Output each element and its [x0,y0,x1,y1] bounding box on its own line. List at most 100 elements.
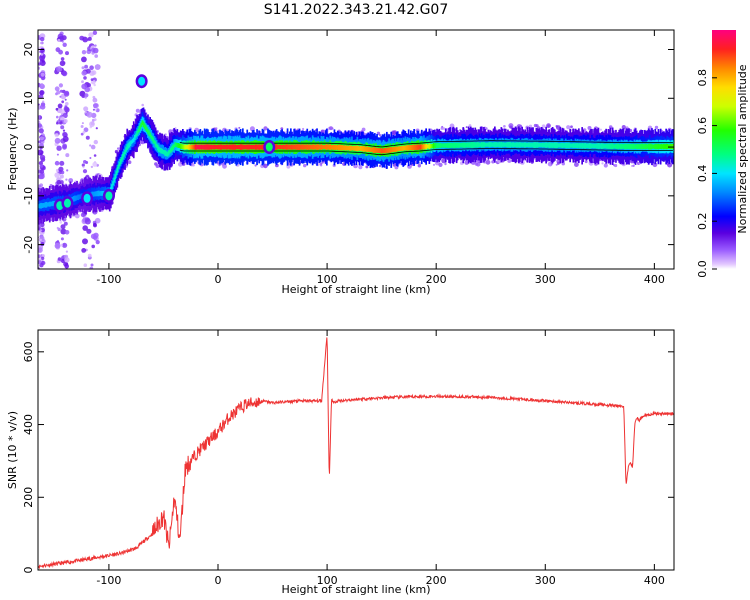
ridge-cell [402,145,405,151]
ridge-cell [206,144,208,150]
noise-speck [38,123,42,128]
ridge-cell [466,142,469,148]
halo-speck [654,125,659,130]
ridge-cell [474,142,477,148]
ridge-cell [610,143,613,150]
ridge-cell [257,144,259,150]
ridge-cell [178,143,181,148]
ridge-cell [431,144,434,148]
ridge-cell [48,201,51,207]
noise-speck [39,90,44,96]
ridge-cell [439,142,442,149]
ridge-cell [321,145,324,150]
ridge-cell [602,143,604,149]
ridge-cell [518,142,520,148]
noise-speck [86,111,93,118]
ridge-cell [190,144,193,150]
ridge-cell [279,144,281,150]
noise-speck [92,97,98,103]
ridge-cell [91,191,94,198]
noise-speck [89,121,95,127]
ridge-cell [180,143,183,149]
ridge-cell [324,144,327,150]
ridge-cell [536,142,539,148]
spectrogram-marks [38,74,674,225]
ridge-cell [208,144,210,150]
ridge-cell [496,142,498,147]
ridge-cell [575,143,578,148]
noise-speck [62,42,67,47]
ridge-cell [159,147,161,153]
ridge-cell [382,148,385,154]
ridge-cell [549,142,552,148]
ridge-cell [162,149,165,154]
y-tick-label: -10 [22,187,35,205]
ridge-cell [381,148,384,154]
halo-speck [465,126,468,129]
ridge-cell [174,142,177,147]
ridge-cell [582,143,585,149]
ridge-cell [101,191,103,196]
noise-speck [38,161,44,166]
ridge-cell [416,144,419,150]
ridge-cell [122,154,124,160]
halo-speck [263,163,268,169]
noise-speck [39,50,42,53]
ridge-cell [154,141,157,147]
noise-speck [64,257,70,263]
ridge-cell [396,146,399,152]
noise-speck [91,244,95,249]
ridge-cell [297,144,300,150]
ridge-cell [237,144,240,150]
ridge-cell [244,145,246,150]
ridge-cell [204,144,207,150]
ridge-cell [608,143,611,149]
noise-speck [81,83,88,90]
ridge-cell [371,147,374,153]
ridge-cell [44,202,47,208]
ridge-cell [633,144,636,149]
y-tick-label: 20 [22,43,35,57]
ridge-cell [596,143,599,149]
noise-speck [80,132,84,136]
ridge-cell [254,145,256,149]
noise-speck [81,248,87,253]
ridge-cell [435,142,437,149]
ridge-cell [231,144,233,150]
ridge-cell [153,140,156,145]
ridge-cell [314,145,316,150]
ridge-cell [146,127,148,132]
ridge-cell [318,144,321,150]
ridge-cell [219,144,221,150]
ridge-cell [331,145,334,150]
ridge-cell [627,143,629,150]
noise-speck [93,154,97,157]
ridge-cell [358,146,361,151]
ridge-cell [598,143,601,149]
halo-speck [141,103,144,107]
ridge-cell [286,144,289,150]
ridge-cell [508,142,510,148]
ridge-cell [345,145,348,151]
ridge-cell [470,142,472,148]
noise-speck [40,53,44,56]
noise-speck [64,230,70,235]
ridge-cell [494,142,496,148]
ridge-cell [654,143,657,150]
noise-speck [93,103,99,109]
noise-speck [38,184,42,188]
noise-speck [83,160,87,164]
ridge-cell [587,143,590,149]
noise-speck [82,36,88,43]
noise-speck [81,56,87,63]
halo-speck [238,126,241,129]
ridge-cell [330,145,333,150]
snr-x-ticks: -100 0 100 200 300 400 [96,330,665,587]
ridge-cell [326,144,328,150]
ridge-cell [245,144,247,150]
noise-speck [94,54,98,58]
ridge-cell [378,148,381,153]
ridge-cell [173,144,175,148]
x-tick-label: 400 [644,574,665,587]
snr-y-ticks: 0 200 400 600 [22,341,674,574]
